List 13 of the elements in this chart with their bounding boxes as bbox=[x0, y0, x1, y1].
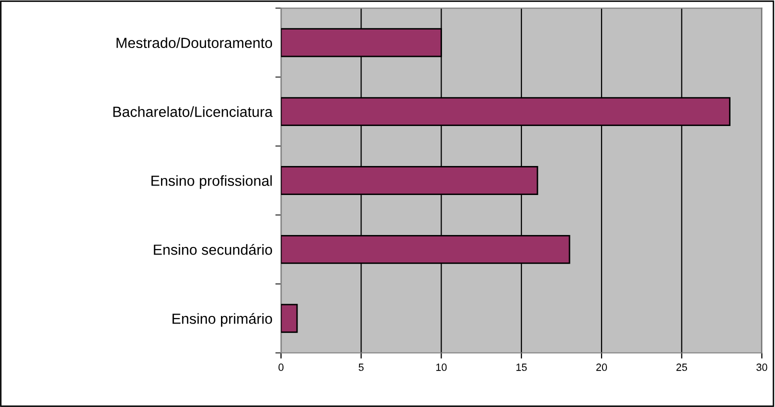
x-tick-label: 30 bbox=[756, 364, 768, 371]
x-tick-label: 5 bbox=[358, 364, 364, 371]
y-tick-label: Ensino primário bbox=[172, 313, 272, 327]
x-tick-label: 20 bbox=[596, 364, 607, 371]
x-tick-label: 25 bbox=[676, 364, 688, 371]
x-tick-label: 15 bbox=[516, 364, 527, 371]
x-tick-label: 0 bbox=[278, 364, 284, 371]
y-tick-label: Mestrado/Doutoramento bbox=[116, 37, 272, 48]
y-tick-label: Ensino profissional bbox=[151, 175, 272, 189]
x-tick-label: 10 bbox=[436, 364, 447, 371]
bar bbox=[281, 304, 298, 333]
y-tick-label: Bacharelato/Licenciatura bbox=[113, 106, 273, 117]
y-tick-label: Ensino secundário bbox=[154, 244, 272, 255]
